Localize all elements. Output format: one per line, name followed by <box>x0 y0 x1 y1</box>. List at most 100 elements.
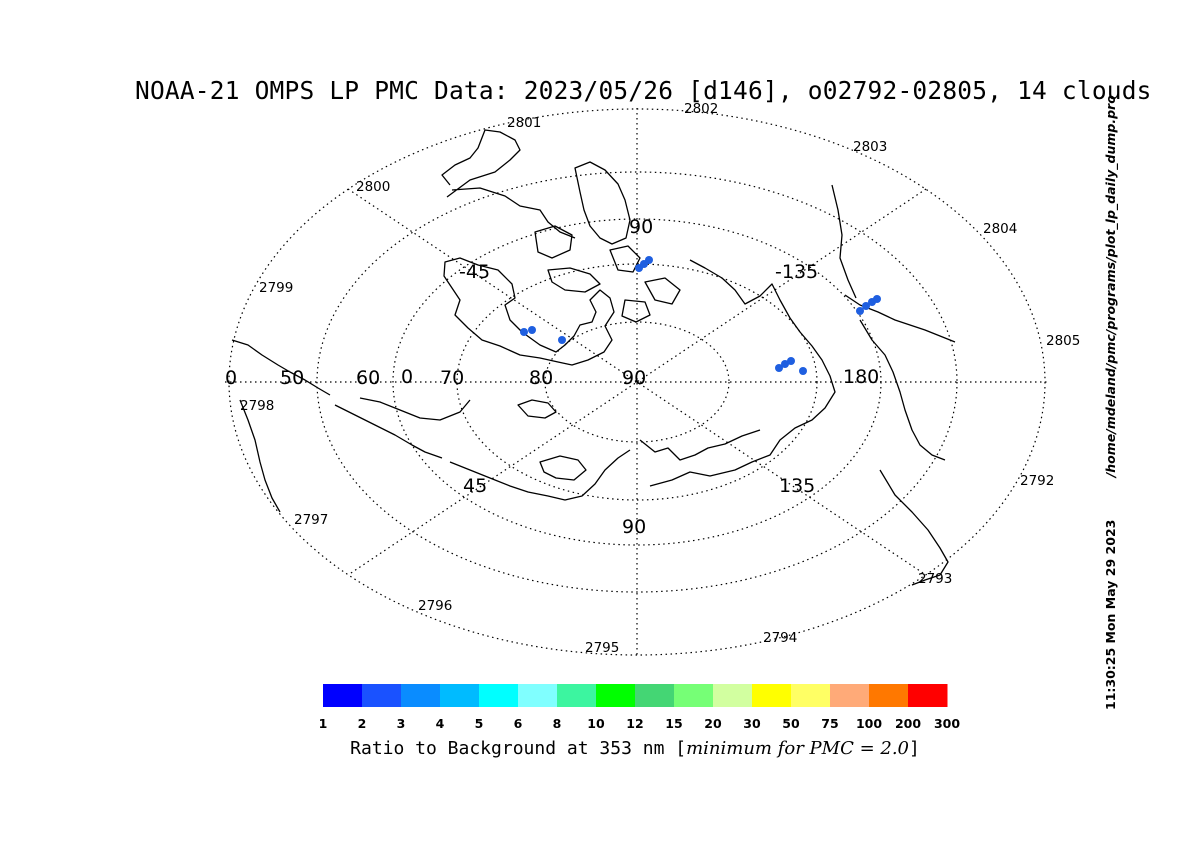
pmc-cloud-point <box>787 357 795 365</box>
coastline-siberia <box>831 184 946 461</box>
colorbar-title: Ratio to Background at 353 nm [minimum f… <box>0 738 1200 759</box>
lat-label-80: 80 <box>529 367 553 389</box>
colorbar-tick-label: 10 <box>587 716 605 731</box>
colorbar-swatch <box>518 684 558 707</box>
colorbar-tick-label: 50 <box>782 716 800 731</box>
meridian-45-225 <box>347 188 927 576</box>
colorbar-title-prefix: Ratio to Background at 353 nm [ <box>350 738 687 759</box>
pmc-cloud-point <box>873 295 881 303</box>
colorbar-tick-label: 15 <box>665 716 682 731</box>
plot-metadata: 11:30:25 Mon May 29 2023 /home/mdeland/p… <box>1103 95 1118 710</box>
lon-label-90-top: 90 <box>629 216 653 238</box>
coastline-britain <box>539 455 587 481</box>
meridian-135-315 <box>347 188 927 576</box>
pmc-cloud-point <box>528 326 536 334</box>
colorbar-swatch <box>908 684 948 707</box>
colorbar-swatch <box>635 684 675 707</box>
coastline-canada-east <box>334 397 471 459</box>
coastlines <box>231 129 956 586</box>
colorbar-tick-label: 30 <box>743 716 761 731</box>
pmc-cloud-point <box>775 364 783 372</box>
pmc-cloud-point <box>862 302 870 310</box>
orbit-label-2797: 2797 <box>294 512 328 528</box>
plot-source-path: /home/mdeland/pmc/programs/plot_lp_daily… <box>1103 95 1118 478</box>
coastline-greenland <box>574 161 631 245</box>
colorbar-tick-label: 3 <box>397 716 406 731</box>
latitude-labels: 0 50 60 70 80 90 <box>225 367 646 389</box>
orbit-label-2804: 2804 <box>983 221 1017 237</box>
colorbar-swatch <box>440 684 480 707</box>
colorbar-swatch <box>674 684 714 707</box>
colorbar-title-italic: minimum for PMC = 2.0 <box>686 738 910 759</box>
lon-label-135: 135 <box>779 475 815 497</box>
colorbar-tick-label: 12 <box>626 716 643 731</box>
colorbar-swatch <box>479 684 519 707</box>
coastline-alaska-east <box>844 294 956 343</box>
colorbar-tick-label: 8 <box>553 716 562 731</box>
coastline-kamchatka <box>879 469 949 586</box>
orbit-label-2802: 2802 <box>684 101 718 117</box>
lon-label-neg135: -135 <box>775 261 818 283</box>
colorbar-swatch <box>401 684 441 707</box>
lon-label-45: 45 <box>463 475 487 497</box>
lat-label-90: 90 <box>622 367 646 389</box>
colorbar-tick-label: 1 <box>319 716 328 731</box>
lon-label-180: 180 <box>843 366 879 388</box>
coastline-europe-north <box>639 429 761 461</box>
orbit-label-2800: 2800 <box>356 179 390 195</box>
colorbar-tick-label: 4 <box>436 716 445 731</box>
orbit-label-2795: 2795 <box>585 640 619 656</box>
pmc-cloud-point <box>781 360 789 368</box>
lat-label-0: 0 <box>225 367 237 389</box>
colorbar-swatch <box>362 684 402 707</box>
colorbar-swatch <box>791 684 831 707</box>
chart-title: NOAA-21 OMPS LP PMC Data: 2023/05/26 [d1… <box>135 76 1152 105</box>
colorbar-tick-labels: 1 2 3 4 5 6 8 10 12 15 20 30 50 75 100 200 300 <box>319 716 961 731</box>
colorbar-tick-label: 75 <box>821 716 838 731</box>
coastline-iceland <box>517 399 557 419</box>
lat-label-70: 70 <box>440 367 464 389</box>
coastline-canada-southwest <box>231 339 331 396</box>
orbit-label-2801: 2801 <box>507 115 541 131</box>
colorbar-swatch <box>830 684 870 707</box>
colorbar-swatch <box>752 684 792 707</box>
orbit-label-2805: 2805 <box>1046 333 1080 349</box>
colorbar <box>323 684 948 707</box>
colorbar-tick-label: 2 <box>358 716 367 731</box>
graticule <box>225 108 1049 656</box>
pmc-cloud-point <box>856 307 864 315</box>
coastline-europe-west <box>449 449 631 501</box>
colorbar-swatch <box>596 684 636 707</box>
colorbar-tick-label: 6 <box>514 716 523 731</box>
colorbar-title-suffix: ] <box>909 738 920 759</box>
lon-label-0: 0 <box>401 366 413 388</box>
orbit-labels: 2792 2793 2794 2795 2796 2797 2798 2799 2800 2801… <box>240 101 1080 656</box>
colorbar-swatch <box>869 684 909 707</box>
orbit-label-2794: 2794 <box>763 630 797 646</box>
colorbar-tick-label: 20 <box>704 716 722 731</box>
pmc-cloud-point <box>645 256 653 264</box>
longitude-labels: 90 -45 -135 0 180 45 135 90 <box>401 216 879 538</box>
orbit-label-2796: 2796 <box>418 598 452 614</box>
coastline-north-america-west <box>441 129 576 239</box>
pmc-cloud-point <box>799 367 807 375</box>
lat-label-60: 60 <box>356 367 380 389</box>
coastline-scandinavia-russia <box>649 259 836 487</box>
coastline-hudson-bay <box>443 257 615 366</box>
colorbar-swatch <box>713 684 753 707</box>
latitude-circle-80 <box>456 263 818 501</box>
orbit-label-2792: 2792 <box>1020 473 1054 489</box>
pmc-cloud-point <box>558 336 566 344</box>
lon-label-90-bottom: 90 <box>622 516 646 538</box>
latitude-circle-60 <box>316 171 958 593</box>
lon-label-neg45: -45 <box>459 261 490 283</box>
colorbar-tick-label: 5 <box>475 716 484 731</box>
orbit-label-2798: 2798 <box>240 398 274 414</box>
orbit-label-2799: 2799 <box>259 280 293 296</box>
coastline-us-west <box>239 399 281 513</box>
plot-timestamp: 11:30:25 Mon May 29 2023 <box>1103 519 1118 710</box>
colorbar-tick-label: 100 <box>856 716 882 731</box>
pmc-cloud-points <box>520 256 881 375</box>
lat-label-50: 50 <box>280 367 304 389</box>
